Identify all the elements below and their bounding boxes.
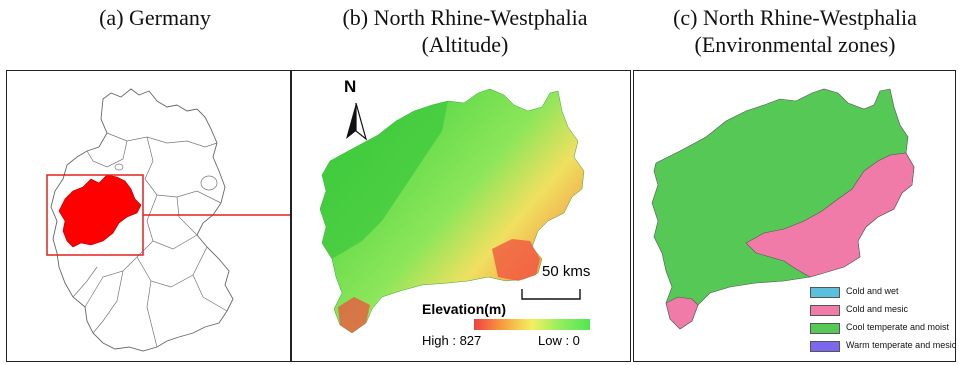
north-arrow-icon — [346, 102, 368, 141]
title-altitude: (b) North Rhine-Westphalia (Altitude) — [300, 4, 630, 58]
nrw-region — [58, 174, 142, 248]
germany-outline — [50, 88, 234, 352]
lowland-shade — [320, 101, 448, 259]
zones-map — [651, 88, 915, 330]
legend-label: Cold and mesic — [846, 304, 909, 314]
title-altitude-line2: (Altitude) — [421, 32, 509, 57]
legend-swatch — [810, 323, 840, 334]
germany-map — [46, 88, 290, 352]
title-zones-line2: (Environmental zones) — [694, 32, 896, 57]
title-germany-text: (a) Germany — [99, 5, 211, 30]
elevation-high-label: High : 827 — [422, 333, 482, 348]
title-altitude-line1: (b) North Rhine-Westphalia — [342, 5, 588, 30]
highland-shade — [492, 239, 540, 281]
altitude-panel: N 50 kms Elevation(m) High : 827 Low : 0 — [291, 70, 631, 362]
legend-swatch — [810, 287, 840, 298]
legend-label: Cold and wet — [846, 286, 899, 296]
north-label: N — [344, 77, 357, 96]
title-germany: (a) Germany — [60, 4, 250, 31]
zones-panel: Cold and wet Cold and mesic Cool tempera… — [633, 70, 956, 362]
altitude-map — [319, 88, 585, 334]
legend-swatch — [810, 341, 840, 352]
legend-label: Cool temperate and moist — [846, 322, 950, 332]
germany-panel — [6, 70, 291, 362]
zone-cold-mesic — [745, 152, 915, 278]
legend-swatch — [810, 305, 840, 316]
highland-shade-2 — [338, 297, 370, 333]
elevation-color-ramp — [474, 319, 590, 330]
state-borders — [72, 132, 228, 348]
zone-cold-mesic-sw — [665, 296, 699, 330]
title-zones: (c) North Rhine-Westphalia (Environmenta… — [630, 4, 959, 58]
elevation-low-label: Low : 0 — [538, 333, 580, 348]
scale-bar — [521, 289, 581, 300]
elevation-legend-title: Elevation(m) — [422, 301, 507, 317]
legend-label: Warm temperate and mesic — [846, 340, 956, 350]
scale-label: 50 kms — [542, 263, 591, 280]
title-zones-line1: (c) North Rhine-Westphalia — [673, 5, 917, 30]
